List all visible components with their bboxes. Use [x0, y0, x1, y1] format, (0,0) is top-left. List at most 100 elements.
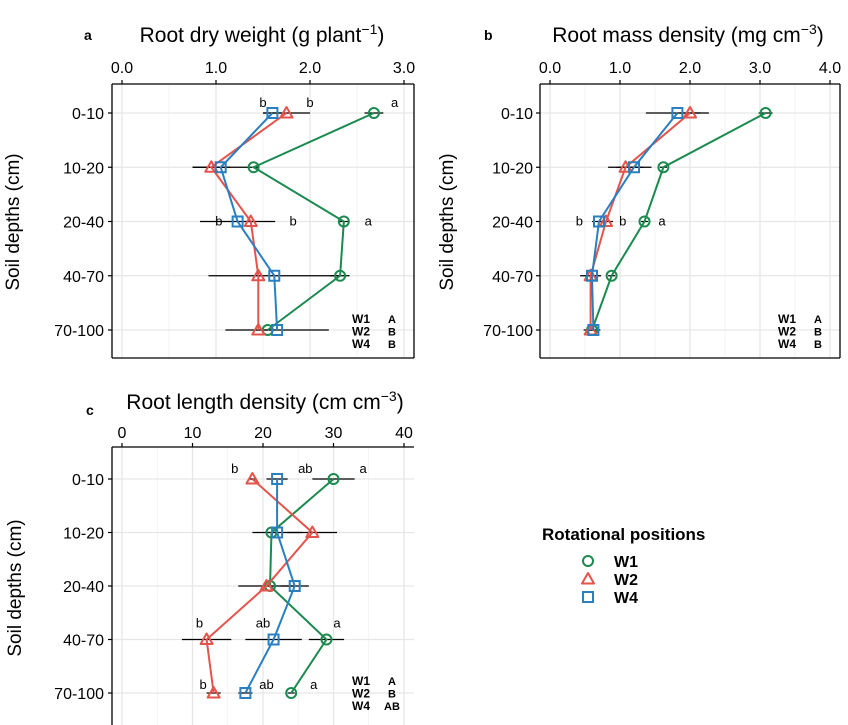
x-tick-label: 10 — [184, 425, 202, 442]
data-point-w1 — [657, 161, 670, 174]
x-tick-label: 3.0 — [393, 60, 415, 77]
significance-letter: ab — [298, 461, 312, 476]
panel-b-label: b — [484, 27, 493, 43]
data-point-w4 — [628, 161, 640, 174]
series-line-w1 — [251, 112, 375, 331]
significance-letter: b — [231, 461, 238, 476]
group-letter: B — [388, 327, 396, 339]
data-point-w1 — [367, 107, 380, 119]
series-line-w2 — [589, 112, 691, 330]
panel-c-plot-area: b ab ab ab ab ab a W1 AW2 BW4 AB — [111, 446, 414, 725]
y-tick-label: 70-100 — [483, 323, 533, 340]
group-letter: A — [388, 676, 396, 688]
series-line-w4 — [590, 112, 679, 331]
significance-letter: a — [365, 214, 373, 229]
data-point-w4 — [239, 687, 252, 699]
group-letter: B — [814, 327, 822, 339]
panel-c-y-axis-title: Soil depths (cm) — [5, 519, 26, 656]
significance-letter: b — [199, 677, 206, 692]
data-point-w2 — [204, 160, 219, 173]
significance-letter: ab — [259, 677, 273, 692]
data-point-w2 — [251, 323, 266, 336]
x-tick-label: 2.0 — [299, 60, 321, 77]
legend-title: Rotational positions — [542, 525, 705, 544]
x-tick-label: 0.0 — [539, 60, 561, 77]
series-line-w1 — [591, 112, 767, 331]
y-tick-label: 40-70 — [492, 269, 533, 286]
y-tick-label: 20-40 — [63, 215, 104, 232]
data-point-w1 — [759, 107, 772, 119]
series-line-w4 — [244, 479, 296, 694]
y-tick-label: 70-100 — [54, 323, 104, 340]
panel-b-plot-area: b b a W1 A W2 B W4 B — [539, 83, 841, 359]
x-tick-label: 0 — [118, 425, 127, 442]
legend: Rotational positions W1 W2 W4 — [542, 525, 705, 607]
legend-key-w4 — [582, 591, 594, 603]
data-point-w4 — [268, 269, 281, 282]
data-point-w1 — [327, 473, 340, 485]
y-tick-label: 70-100 — [54, 686, 104, 703]
significance-letter: ab — [256, 616, 270, 631]
data-point-w2 — [279, 106, 294, 119]
significance-letter: b — [215, 214, 222, 229]
data-point-w4 — [267, 633, 280, 646]
y-tick-label: 20-40 — [63, 579, 104, 596]
data-point-w2 — [245, 472, 260, 485]
group-name: W4 — [352, 699, 370, 713]
data-point-w2 — [243, 214, 258, 227]
data-point-w2 — [199, 632, 214, 645]
legend-key-w2 — [581, 572, 595, 585]
data-point-w2 — [251, 268, 266, 282]
group-name: W1 — [352, 312, 370, 326]
group-letter: B — [388, 689, 396, 701]
series-line-w2 — [209, 112, 288, 330]
data-point-w4 — [271, 473, 284, 485]
y-tick-label: 40-70 — [63, 269, 104, 286]
legend-key-w1 — [582, 555, 594, 567]
series-line-w4 — [219, 112, 279, 331]
data-point-w2 — [206, 686, 221, 699]
significance-letter: b — [289, 214, 296, 229]
group-letter: B — [814, 339, 822, 351]
data-point-w4 — [587, 324, 600, 336]
panel-b-title: Root mass density (mg cm−3) — [552, 21, 824, 47]
panel-a-y-axis-title: Soil depths (cm) — [3, 153, 24, 290]
group-letter: A — [814, 314, 822, 326]
group-name: W2 — [352, 325, 370, 339]
significance-letter: a — [658, 214, 666, 229]
x-tick-label: 40 — [395, 425, 413, 442]
x-tick-label: 30 — [325, 425, 343, 442]
data-point-w4 — [231, 215, 244, 228]
group-letter: B — [388, 339, 396, 351]
legend-keys — [581, 555, 595, 603]
legend-label-w1: W1 — [614, 554, 638, 571]
data-point-w1 — [285, 687, 298, 699]
panel-a-label: a — [84, 27, 92, 43]
panel-c-label: c — [86, 402, 94, 418]
y-tick-label: 10-20 — [63, 160, 104, 177]
group-letter: A — [388, 314, 396, 326]
data-point-w4 — [214, 161, 227, 174]
group-name: W2 — [352, 687, 370, 701]
x-tick-label: 1.0 — [205, 60, 227, 77]
series-line-w2 — [205, 478, 314, 694]
panel-b-y-axis-title: Soil depths (cm) — [437, 153, 458, 290]
panel-a-plot-area: b b a b b a W1 A W2 B W4 B — [111, 83, 415, 359]
x-tick-label: 1.0 — [609, 60, 631, 77]
data-point-w2 — [683, 106, 697, 119]
data-point-w1 — [638, 215, 651, 228]
x-tick-label: 4.0 — [819, 60, 841, 77]
data-point-w4 — [271, 526, 284, 539]
panel-c: c Root length density (cm cm−3) 0 10 20 30 4… — [5, 388, 414, 725]
group-name: W1 — [352, 674, 370, 688]
data-point-w4 — [271, 324, 284, 336]
data-point-w1 — [605, 269, 618, 282]
x-tick-label: 3.0 — [749, 60, 771, 77]
panel-a-y-axis: 0-10 10-20 20-40 40-70 70-100 — [54, 106, 112, 340]
data-point-w1 — [320, 633, 333, 646]
data-point-w1 — [334, 269, 347, 282]
significance-letter: a — [359, 461, 367, 476]
significance-letter: b — [306, 95, 313, 110]
y-tick-label: 10-20 — [63, 526, 104, 543]
